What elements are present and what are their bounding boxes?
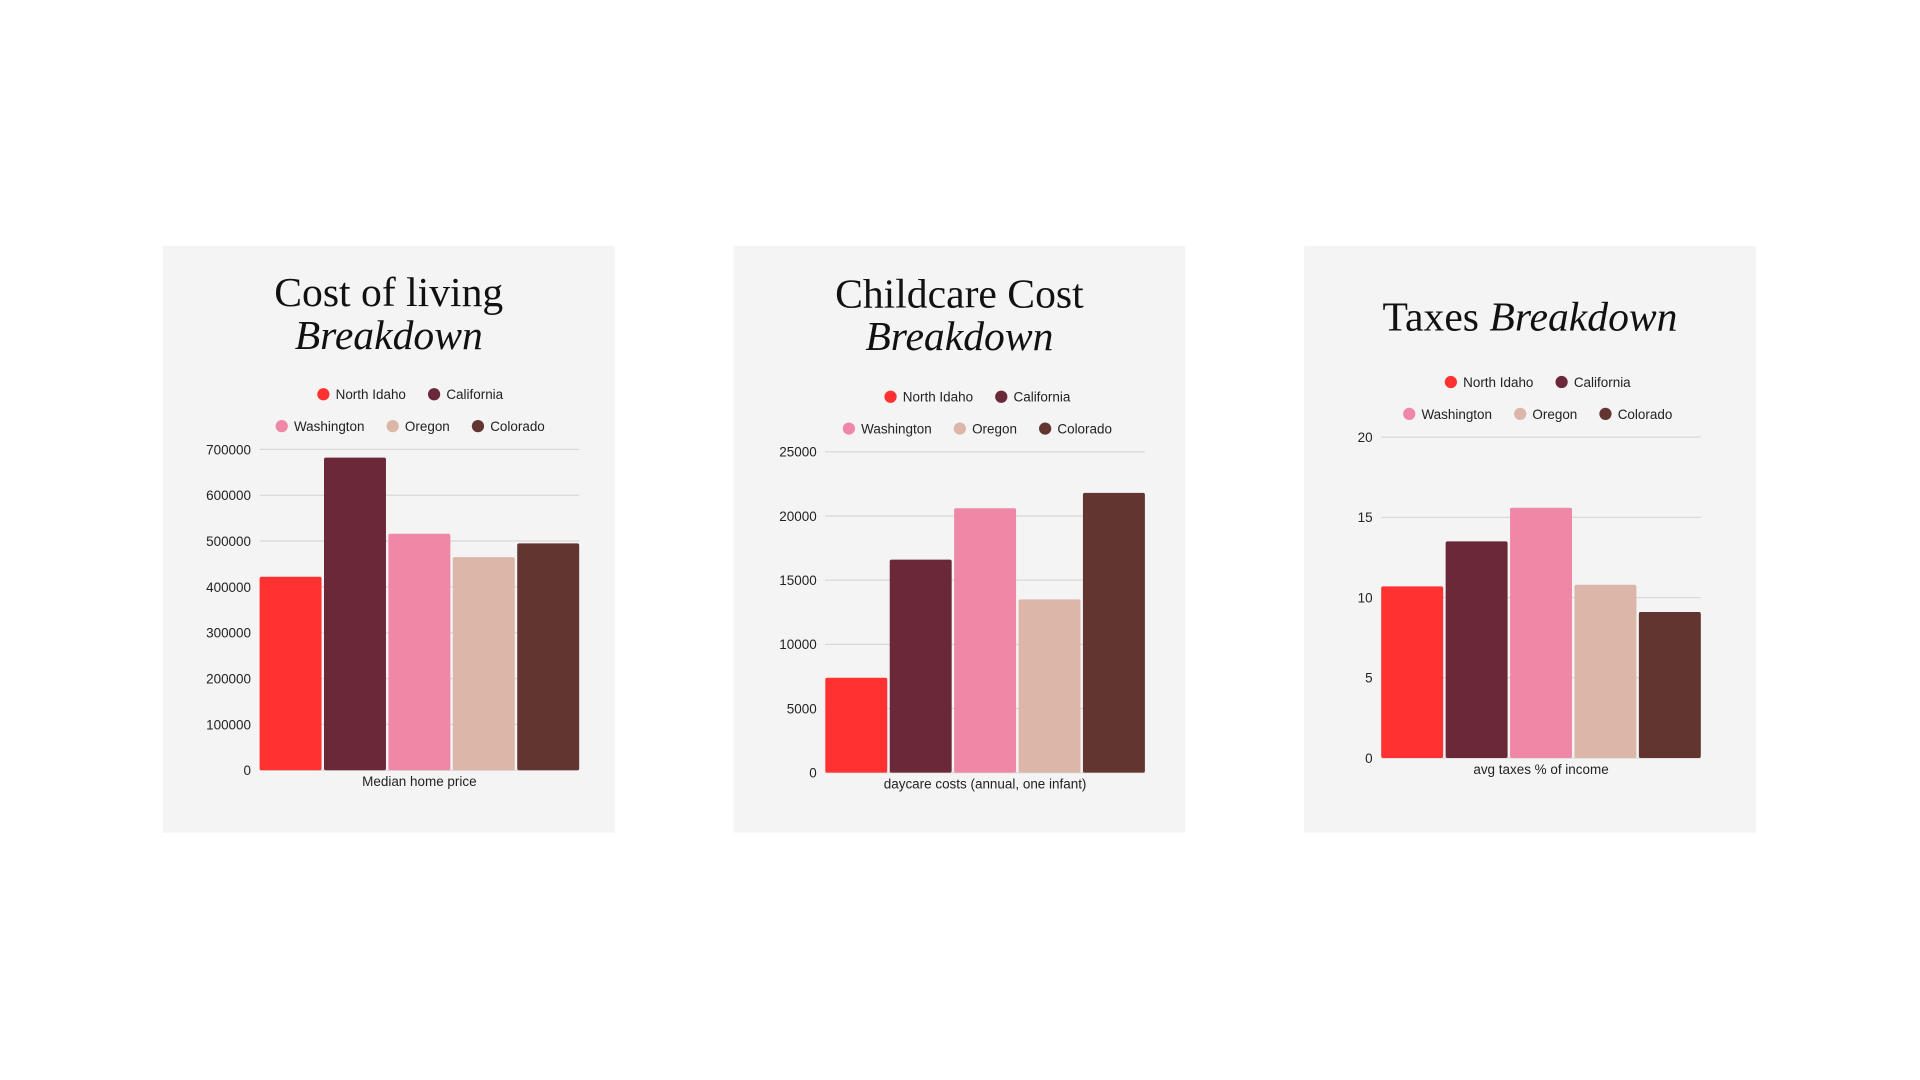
title-emphasis: Breakdown <box>1489 295 1677 341</box>
legend-marker <box>1039 422 1052 435</box>
legend-marker <box>1514 407 1527 420</box>
y-tick-label: 10 <box>1358 590 1373 605</box>
y-tick-label: 25000 <box>779 445 816 460</box>
chart-panel: Taxes Breakdown North Idaho California Wash… <box>1304 246 1756 833</box>
y-tick-label: 700000 <box>206 442 251 457</box>
y-tick-label: 500000 <box>206 534 251 549</box>
y-tick-label: 0 <box>809 766 816 781</box>
legend-row: Washington Oregon Colorado <box>275 419 545 434</box>
legend-label: North Idaho <box>1463 375 1533 390</box>
x-axis-label: Median home price <box>362 774 476 789</box>
bar <box>1445 541 1508 758</box>
y-tick-label: 200000 <box>206 671 251 686</box>
legend-marker <box>1403 407 1416 420</box>
legend-marker <box>317 388 330 401</box>
y-tick-label: 100000 <box>206 717 251 732</box>
legend-label: California <box>446 387 503 402</box>
legend-marker <box>427 388 441 401</box>
y-tick-label: 20000 <box>779 509 816 524</box>
bar <box>517 543 580 771</box>
y-tick-label: 15 <box>1358 510 1373 525</box>
legend-marker <box>1599 407 1612 420</box>
title-emphasis: Breakdown <box>865 314 1053 360</box>
legend-marker <box>995 390 1008 403</box>
legend-label: Colorado <box>1618 407 1673 422</box>
y-tick-label: 0 <box>244 763 251 778</box>
bar <box>259 576 322 771</box>
bar <box>1381 586 1444 758</box>
legend-marker <box>275 420 288 433</box>
legend-marker <box>1555 375 1568 389</box>
legend-label: Colorado <box>490 419 545 434</box>
y-tick-label: 5 <box>1365 671 1372 686</box>
bar <box>1574 584 1637 758</box>
bar <box>889 559 952 773</box>
legend-row: North Idaho California <box>317 387 504 402</box>
bar <box>1510 507 1572 758</box>
legend-row: North Idaho California <box>1444 375 1631 390</box>
legend-label: Washington <box>861 421 932 436</box>
legend-row: Washington Oregon Colorado <box>842 421 1112 436</box>
bar <box>324 457 386 771</box>
legend-label: North Idaho <box>336 387 406 402</box>
title-emphasis: Breakdown <box>295 313 483 359</box>
legend-marker <box>842 422 856 435</box>
bar <box>1082 492 1145 773</box>
legend-row: North Idaho California <box>884 390 1071 405</box>
y-tick-label: 10000 <box>779 637 816 652</box>
x-axis-label: avg taxes % of income <box>1473 762 1608 777</box>
legend-marker <box>386 420 399 433</box>
x-axis-label: daycare costs (annual, one infant) <box>884 777 1087 792</box>
y-tick-label: 5000 <box>787 701 817 716</box>
bar <box>1018 599 1081 773</box>
legend-label: Colorado <box>1057 421 1112 436</box>
y-tick-label: 20 <box>1358 430 1373 445</box>
chart-title: Childcare Cost <box>835 271 1084 317</box>
legend-label: Washington <box>1421 407 1492 422</box>
legend-marker <box>884 390 897 403</box>
legend-label: Oregon <box>972 421 1017 436</box>
chart-title: Taxes Breakdown <box>1383 295 1678 341</box>
legend-label: Washington <box>294 419 365 434</box>
title-text: Taxes <box>1383 295 1479 341</box>
y-tick-label: 0 <box>1365 751 1372 766</box>
chart-title: Cost of living <box>274 270 503 316</box>
bar <box>1638 611 1701 758</box>
legend-label: Oregon <box>405 419 450 434</box>
legend-row: Washington Oregon Colorado <box>1403 407 1672 422</box>
y-tick-label: 300000 <box>206 626 251 641</box>
legend-label: California <box>1574 375 1631 390</box>
legend-label: California <box>1014 390 1071 405</box>
y-tick-label: 400000 <box>206 580 251 595</box>
bar <box>452 557 515 771</box>
bar <box>825 677 888 773</box>
y-tick-label: 600000 <box>206 488 251 503</box>
legend-label: Oregon <box>1532 407 1577 422</box>
legend-marker <box>1444 375 1458 389</box>
y-tick-label: 15000 <box>779 573 816 588</box>
legend-marker <box>953 422 966 435</box>
legend-label: North Idaho <box>903 390 973 405</box>
bar <box>388 533 451 771</box>
bar <box>954 508 1017 773</box>
legend-marker <box>471 420 485 433</box>
